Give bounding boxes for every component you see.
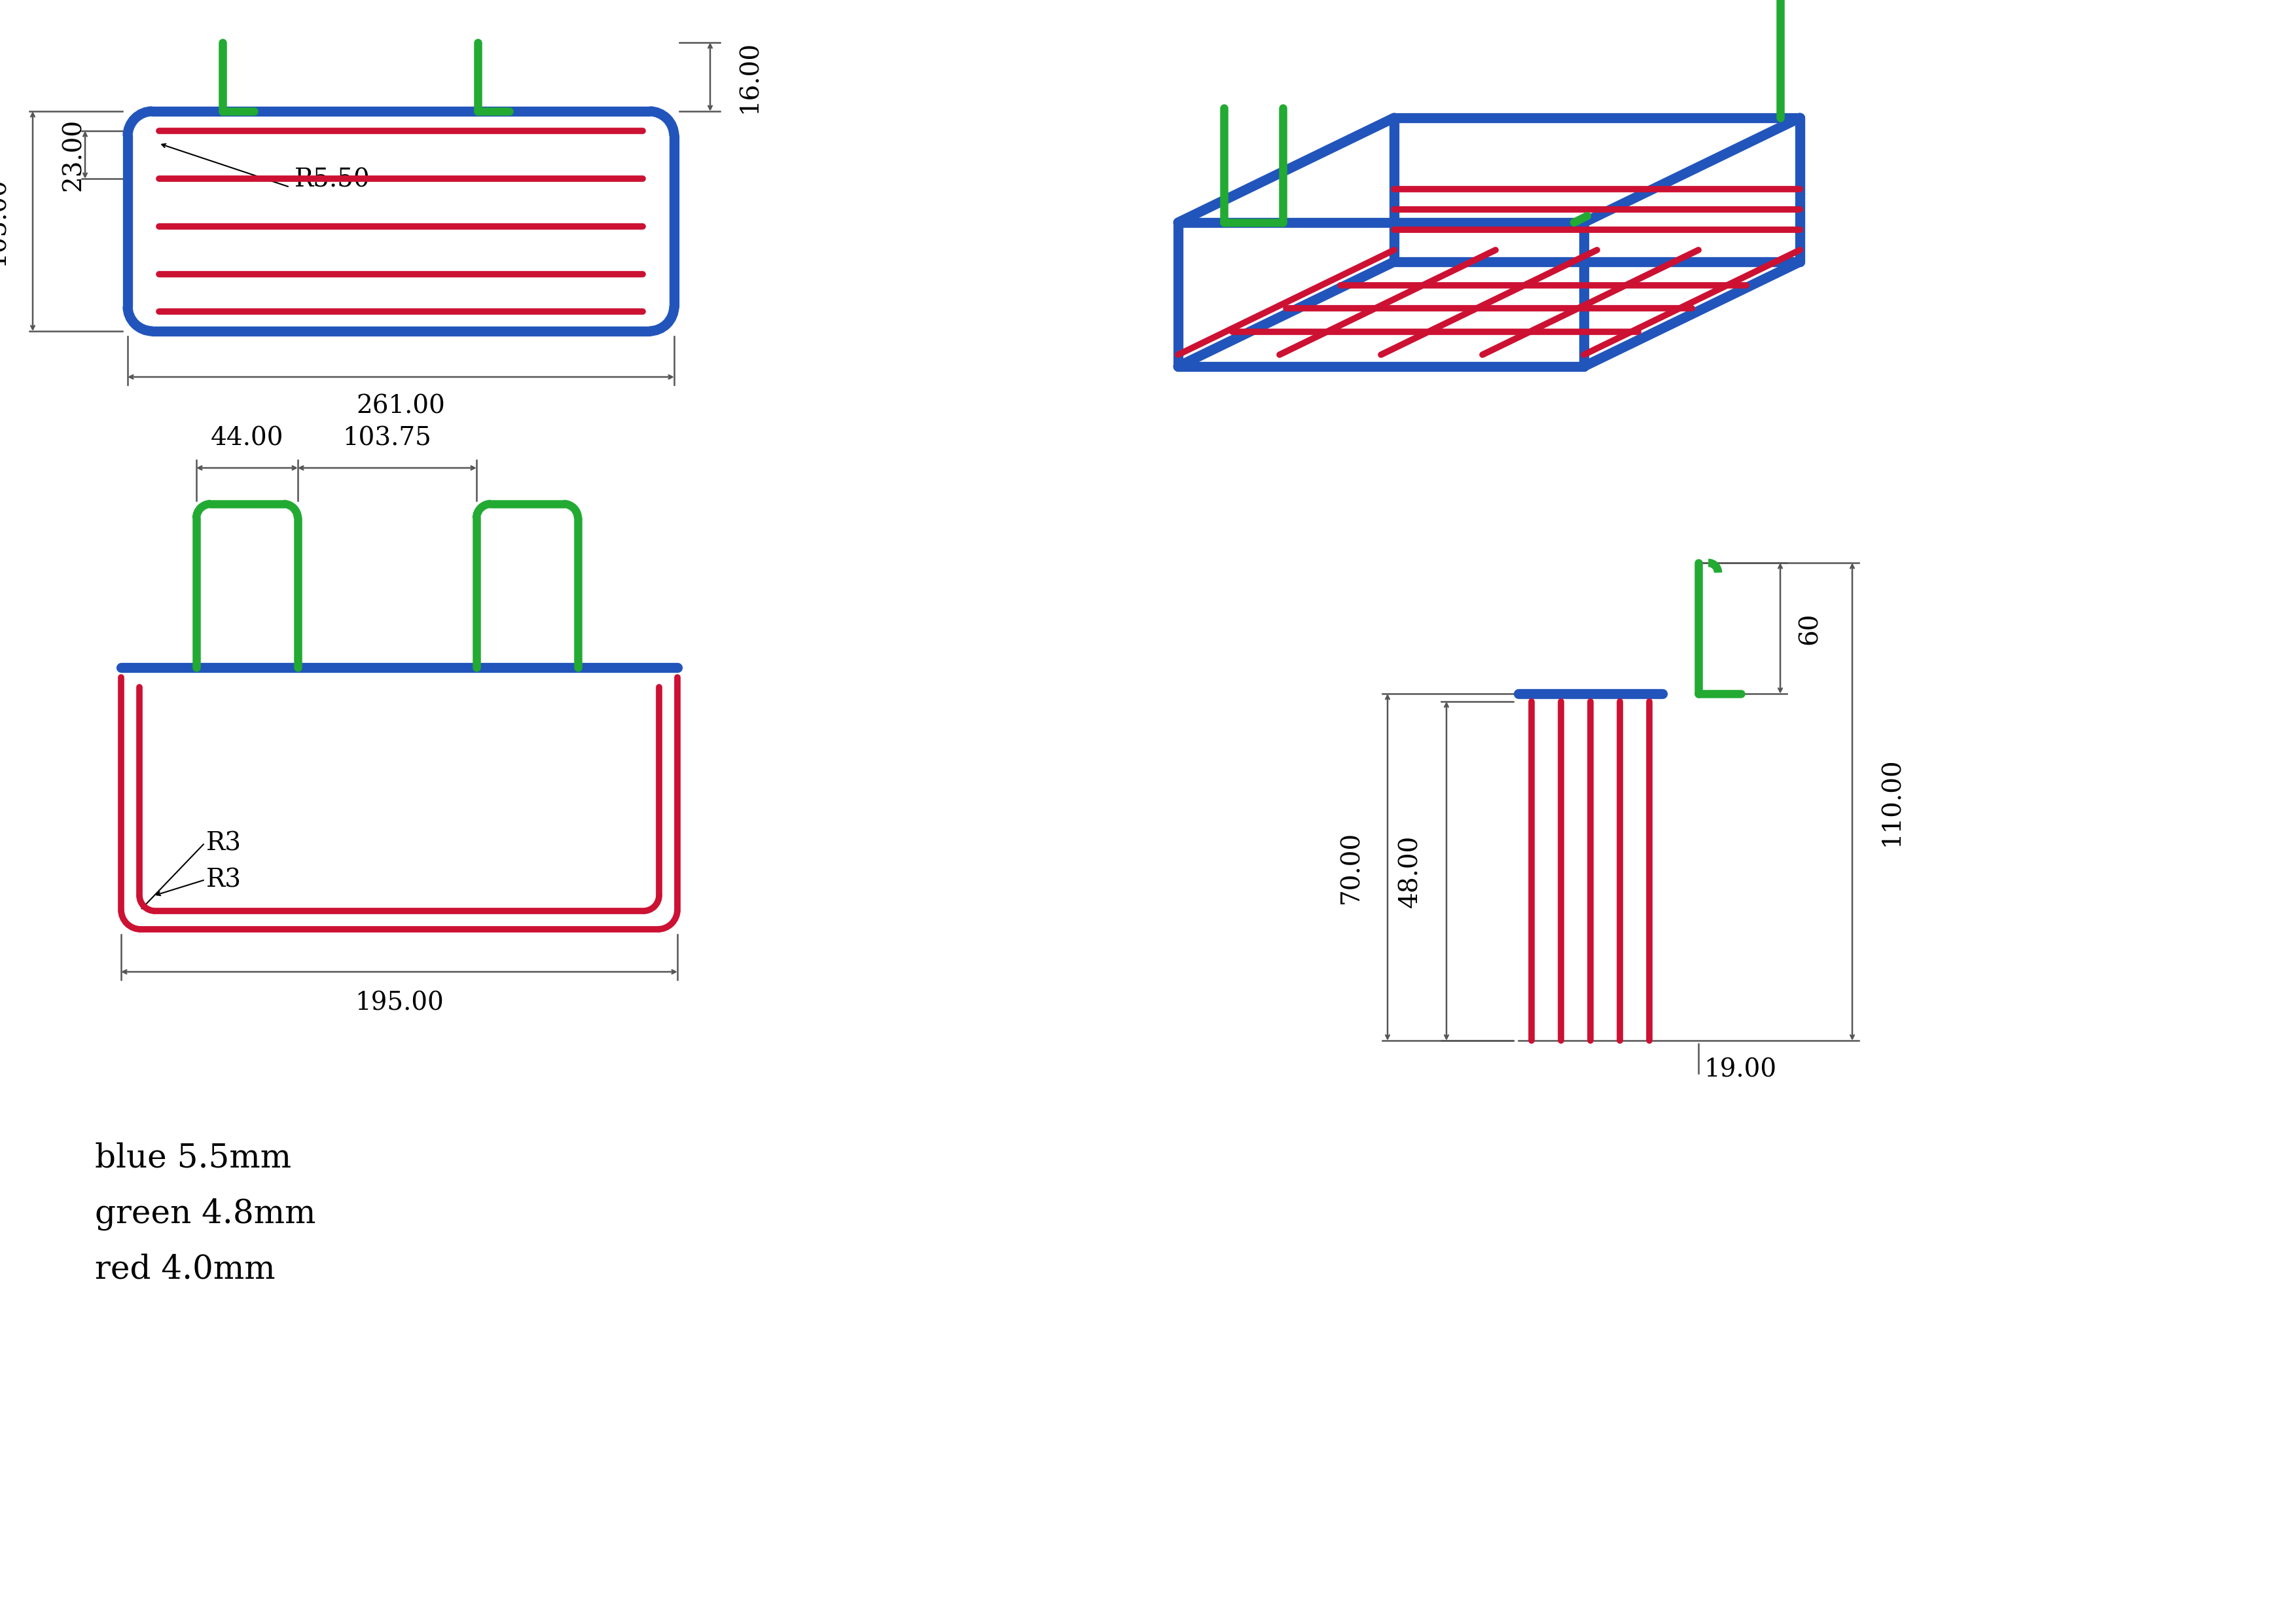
Text: 195.00: 195.00	[356, 992, 443, 1016]
Text: 60: 60	[1798, 612, 1821, 644]
Text: green 4.8mm: green 4.8mm	[94, 1198, 317, 1230]
Text: R3: R3	[207, 868, 241, 893]
Text: R5.50: R5.50	[294, 167, 370, 192]
Text: 261.00: 261.00	[356, 394, 445, 419]
Text: 48.00: 48.00	[1398, 834, 1424, 907]
Text: 105.00: 105.00	[0, 177, 9, 266]
Text: 103.75: 103.75	[342, 427, 432, 451]
Text: red 4.0mm: red 4.0mm	[94, 1253, 276, 1285]
Text: 44.00: 44.00	[211, 427, 285, 451]
Text: blue 5.5mm: blue 5.5mm	[94, 1143, 292, 1175]
Text: 19.00: 19.00	[1704, 1058, 1777, 1083]
Text: 16.00: 16.00	[737, 41, 762, 114]
Text: R3: R3	[207, 831, 241, 855]
Text: 23.00: 23.00	[62, 118, 85, 192]
Text: 70.00: 70.00	[1339, 831, 1364, 904]
Text: 110.00: 110.00	[1880, 758, 1903, 846]
